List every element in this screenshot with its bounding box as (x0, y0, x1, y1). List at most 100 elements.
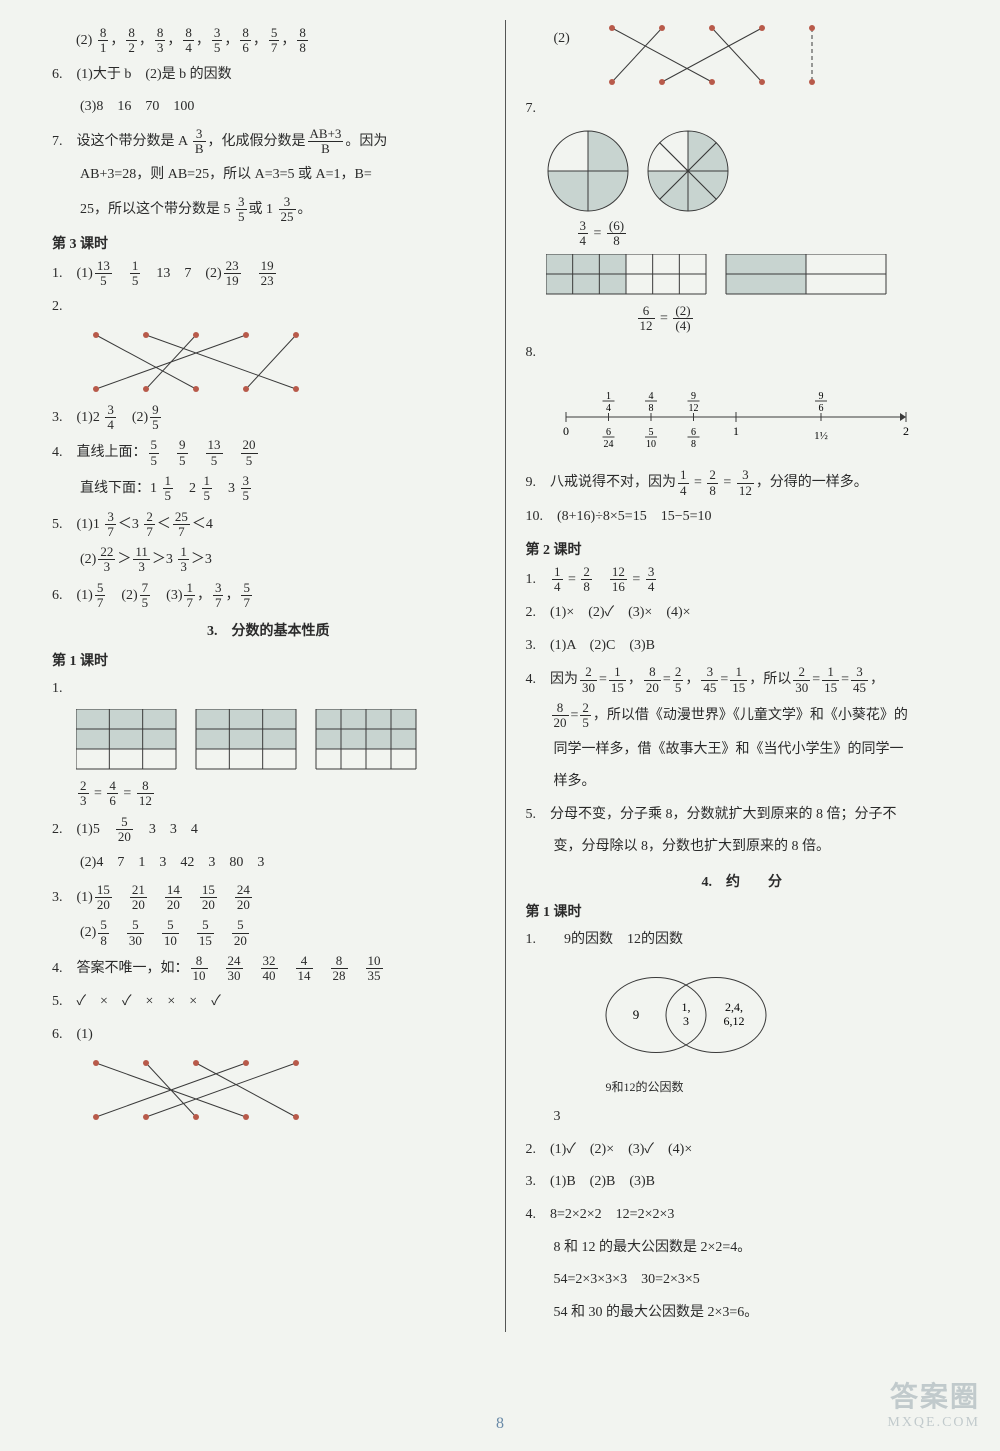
svg-text:4: 4 (606, 403, 611, 414)
svg-text:9: 9 (632, 1007, 639, 1022)
watermark-line1: 答案圈 (887, 1375, 980, 1415)
r-q10: 10. (8+16)÷8×5=15 15−5=10 (526, 504, 959, 531)
l3-q3: 3. (1)2 34 (2)95 (52, 403, 485, 433)
watermark-line2: MXQE.COM (887, 1415, 980, 1431)
text: 4. 因为 (526, 672, 579, 687)
r-s4-q1: 1. 9的因数 12的因数 (526, 927, 959, 954)
svg-text:6,12: 6,12 (723, 1014, 744, 1028)
r-s2-q4a: 4. 因为230=115，820=25，345=115，所以230=115=34… (526, 665, 959, 695)
text: 6. (1) (52, 588, 93, 603)
text: 。 (298, 202, 312, 217)
left-column: (2) 81，82，83，84，35，86，57，88 6. (1)大于 b (… (40, 20, 497, 1332)
svg-text:24: 24 (603, 439, 613, 450)
text: 2. (1)5 (52, 822, 114, 837)
s1-q1: 1. (52, 676, 485, 703)
text: 。因为 (345, 134, 387, 149)
pie-diagrams (546, 129, 746, 213)
lesson1-title: 第 1 课时 (52, 650, 485, 670)
text: 13 7 (2) (142, 266, 221, 281)
r-s4-q4c: 54=2×3×3×3 30=2×3×5 (526, 1267, 959, 1294)
text: 9. 八戒说得不对，因为 (526, 475, 677, 490)
svg-text:1½: 1½ (814, 430, 828, 442)
match-diagram (52, 327, 312, 397)
svg-text:2,4,: 2,4, (725, 1000, 743, 1014)
right-column: (2) 7. 34 = (6)8 612 = (2)(4) 8. 0121 44… (514, 20, 971, 1332)
r-s4-q4d: 54 和 30 的最大公因数是 2×3=6。 (526, 1300, 959, 1327)
r-s4-q1-ans: 3 (526, 1104, 959, 1131)
l3-q2: 2. (52, 294, 485, 321)
q7-line3: 25，所以这个带分数是 5 35或 1 325。 (52, 195, 485, 225)
r-s2-q4d: 样多。 (526, 769, 959, 796)
venn-bottom: 9和12的公因数 (526, 1076, 959, 1099)
q7-line2: AB+3=28，则 AB=25，所以 A=3=5 或 A=1，B= (52, 162, 485, 189)
q6-line1: 6. (1)大于 b (2)是 b 的因数 (52, 62, 485, 89)
text: (2) (52, 925, 96, 940)
fraction-bars (546, 254, 906, 298)
r-q7-eq1: 34 = (6)8 (526, 219, 959, 249)
svg-text:3: 3 (683, 1014, 689, 1028)
svg-text:1: 1 (733, 424, 739, 438)
text: (2) (118, 410, 148, 425)
s1-q4: 4. 答案不唯一，如：810 2430 3240 414 828 1035 (52, 954, 485, 984)
s1-q3b: (2)58 530 510 515 520 (52, 918, 485, 948)
r-s2-q3: 3. (1)A (2)C (3)B (526, 633, 959, 660)
text: 3. (1) (52, 890, 93, 905)
r-q9: 9. 八戒说得不对，因为14 = 28 = 312，分得的一样多。 (526, 468, 959, 498)
number-line: 0121 44 89 129 66 245 106 (546, 372, 926, 462)
text: ，所以借《动漫世界》《儿童文学》和《小葵花》的 (593, 708, 908, 723)
text: ，化成假分数是 (208, 134, 306, 149)
svg-text:1,: 1, (681, 1000, 690, 1014)
text: ，分得的一样多。 (756, 475, 868, 490)
s1-q1-eq: 23 = 46 = 812 (52, 779, 485, 809)
l3-q4b: 直线下面：1 15 2 15 3 35 (52, 474, 485, 504)
l3-q5a: 5. (1)1 37＜3 27＜257＜4 (52, 510, 485, 540)
r-lesson1-title: 第 1 课时 (526, 901, 959, 921)
text: 或 1 (249, 202, 277, 217)
text: 5. (1)1 (52, 517, 103, 532)
svg-text:0: 0 (563, 424, 569, 438)
column-divider (505, 20, 506, 1332)
svg-text:6: 6 (606, 427, 611, 438)
svg-text:9: 9 (818, 391, 823, 402)
s1-q3a: 3. (1)1520 2120 1420 1520 2420 (52, 883, 485, 913)
r-q7-eq2: 612 = (2)(4) (526, 304, 959, 334)
s1-q6: 6. (1) (52, 1022, 485, 1049)
svg-text:12: 12 (688, 403, 698, 414)
text: (2) (52, 552, 96, 567)
svg-text:6: 6 (818, 403, 823, 414)
l3-q1: 1. (1)135 15 13 7 (2)2319 1923 (52, 259, 485, 289)
s1-q2a: 2. (1)5 520 3 3 4 (52, 815, 485, 845)
svg-text:9: 9 (691, 391, 696, 402)
r-s4-q4a: 4. 8=2×2×2 12=2×2×3 (526, 1202, 959, 1229)
l3-q4a: 4. 直线上面：55 95 135 205 (52, 438, 485, 468)
fraction-rects (76, 709, 436, 773)
s1-q5: 5. ✓ × ✓ × × × ✓ (52, 989, 485, 1016)
text: 3 3 4 (135, 822, 198, 837)
q5-2: (2) 81，82，83，84，35，86，57，88 (52, 26, 485, 56)
watermark: 答案圈 MXQE.COM (887, 1375, 980, 1431)
text: 7. 设这个带分数是 A (52, 134, 191, 149)
r-s2-q4b: 820=25，所以借《动漫世界》《儿童文学》和《小葵花》的 (526, 701, 959, 731)
r-lesson2-title: 第 2 课时 (526, 539, 959, 559)
r-s4-q2: 2. (1)✓ (2)× (3)✓ (4)× (526, 1137, 959, 1164)
page-number: 8 (0, 1415, 1000, 1433)
text: 4. 直线上面： (52, 445, 147, 460)
match-diagram-2 (52, 1055, 312, 1125)
q7-line1: 7. 设这个带分数是 A 3B，化成假分数是AB+3B。因为 (52, 127, 485, 157)
svg-text:1: 1 (606, 391, 611, 402)
r-q7: 7. (526, 96, 959, 123)
text: 1. (1) (52, 266, 93, 281)
section3-title: 3. 分数的基本性质 (52, 620, 485, 640)
text: 4. 答案不唯一，如： (52, 961, 189, 976)
r-s2-q5a: 5. 分母不变，分子乘 8，分数就扩大到原来的 8 倍；分子不 (526, 802, 959, 829)
q6-line2: (3)8 16 70 100 (52, 94, 485, 121)
r-s4-q4b: 8 和 12 的最大公因数是 2×2=4。 (526, 1235, 959, 1262)
svg-text:6: 6 (691, 427, 696, 438)
s1-q2b: (2)4 7 1 3 42 3 80 3 (52, 850, 485, 877)
svg-text:2: 2 (903, 424, 909, 438)
l3-q6: 6. (1)57 (2)75 (3)17，37，57 (52, 581, 485, 611)
match-diagram-3 (582, 20, 862, 90)
r-q6-2: (2) (526, 26, 582, 53)
r-s2-q5b: 变，分母除以 8，分数也扩大到原来的 8 倍。 (526, 834, 959, 861)
svg-text:10: 10 (646, 439, 656, 450)
